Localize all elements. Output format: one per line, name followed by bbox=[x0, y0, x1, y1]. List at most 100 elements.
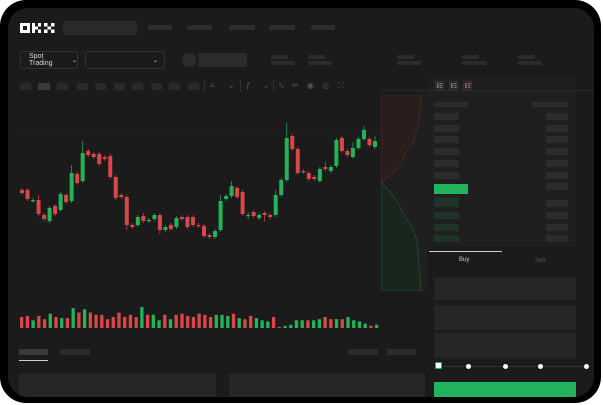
nav-item[interactable] bbox=[229, 25, 255, 30]
volume-bar bbox=[266, 321, 270, 328]
trading-pair-select[interactable]: ⌄ bbox=[85, 51, 165, 69]
stat-label bbox=[518, 55, 535, 59]
volume-bar bbox=[277, 326, 281, 328]
ruler-icon[interactable]: ✏ bbox=[292, 81, 299, 90]
coin-icon bbox=[182, 53, 196, 67]
volume-bar bbox=[77, 312, 81, 328]
order-book-view-toggles bbox=[435, 81, 472, 90]
buy-button[interactable] bbox=[434, 382, 576, 397]
nav-item[interactable] bbox=[187, 25, 212, 30]
candle-type-icon[interactable]: ≡ bbox=[210, 81, 215, 90]
volume-bar bbox=[31, 320, 35, 328]
stat-label bbox=[397, 55, 414, 59]
chevron-down-icon: ⌄ bbox=[152, 57, 158, 64]
tab-order-history[interactable] bbox=[60, 349, 90, 355]
sell-tab[interactable]: Sell bbox=[535, 258, 546, 264]
candlestick-chart[interactable] bbox=[8, 93, 428, 333]
chevron-down-icon[interactable]: ⌄ bbox=[263, 81, 270, 90]
candle-body bbox=[246, 215, 251, 217]
slider-step-25[interactable] bbox=[466, 364, 471, 369]
chevron-down-icon: ⌄ bbox=[71, 57, 77, 64]
candle-body bbox=[157, 215, 162, 230]
interval-button[interactable] bbox=[57, 83, 68, 90]
settings-icon[interactable]: ◎ bbox=[322, 81, 329, 90]
candle-body bbox=[42, 215, 47, 219]
slider-step-75[interactable] bbox=[538, 364, 543, 369]
volume-bar bbox=[117, 312, 121, 328]
order-book-asks-icon[interactable] bbox=[463, 81, 472, 90]
volume-bar bbox=[300, 320, 304, 328]
interval-button[interactable] bbox=[132, 83, 143, 90]
volume-bar bbox=[37, 315, 41, 328]
candle-body bbox=[350, 148, 355, 157]
candle-body bbox=[339, 138, 344, 151]
total-input[interactable] bbox=[434, 333, 576, 358]
interval-button[interactable] bbox=[114, 83, 125, 90]
filter-button[interactable] bbox=[348, 349, 378, 355]
candle-body bbox=[53, 206, 58, 214]
active-tab-underline bbox=[19, 360, 48, 361]
candle-body bbox=[179, 217, 184, 219]
camera-icon[interactable]: ◉ bbox=[307, 81, 314, 90]
divider bbox=[204, 80, 205, 92]
chevron-down-icon[interactable]: ⌄ bbox=[228, 81, 235, 90]
candle-body bbox=[290, 136, 295, 149]
slider-step-100[interactable] bbox=[584, 364, 589, 369]
interval-button[interactable] bbox=[188, 83, 199, 90]
volume-bar bbox=[140, 307, 144, 328]
filter-button[interactable] bbox=[387, 349, 416, 355]
candle-body bbox=[262, 213, 267, 215]
nav-item[interactable] bbox=[269, 25, 295, 30]
fullscreen-icon[interactable]: ⛶ bbox=[338, 81, 344, 90]
candle-body bbox=[224, 196, 229, 199]
volume-bar bbox=[105, 319, 110, 328]
candle-body bbox=[141, 216, 146, 221]
candle-body bbox=[146, 220, 151, 222]
percent-slider-handle[interactable] bbox=[435, 362, 442, 369]
volume-bar bbox=[145, 314, 150, 328]
bid-price bbox=[434, 212, 459, 219]
percent-slider-track[interactable] bbox=[438, 366, 588, 367]
volume-bar bbox=[208, 317, 213, 328]
bid-amount bbox=[546, 200, 568, 207]
assets-panel bbox=[229, 374, 425, 397]
line-tool-icon[interactable]: ∿ bbox=[278, 81, 285, 90]
volume-bar bbox=[334, 319, 339, 328]
interval-button-active[interactable] bbox=[38, 83, 50, 90]
candle-body bbox=[373, 141, 377, 147]
order-book-bids-icon[interactable] bbox=[449, 81, 458, 90]
candle-body bbox=[168, 225, 173, 229]
candle-body bbox=[119, 195, 124, 197]
interval-button[interactable] bbox=[169, 83, 180, 90]
okx-logo[interactable] bbox=[20, 22, 58, 34]
price-input[interactable] bbox=[434, 278, 576, 300]
candle-body bbox=[75, 174, 80, 183]
tab-open-orders[interactable] bbox=[19, 349, 48, 355]
amount-input[interactable] bbox=[434, 305, 576, 330]
interval-button[interactable] bbox=[20, 83, 31, 90]
nav-item[interactable] bbox=[311, 25, 335, 30]
interval-button[interactable] bbox=[77, 83, 88, 90]
candle-body bbox=[58, 194, 63, 210]
search-bar[interactable] bbox=[63, 21, 137, 35]
volume-bar bbox=[243, 319, 247, 328]
nav-item[interactable] bbox=[148, 25, 172, 30]
volume-bar bbox=[25, 315, 30, 328]
ask-amount bbox=[546, 183, 568, 190]
volume-bar bbox=[306, 320, 310, 328]
slider-step-50[interactable] bbox=[503, 364, 508, 369]
bid-price bbox=[434, 200, 459, 207]
buy-tab[interactable]: Buy bbox=[459, 257, 470, 263]
indicator-icon[interactable]: ƒ bbox=[246, 81, 251, 90]
market-type-select[interactable]: Spot Trading ⌄ bbox=[20, 51, 78, 69]
volume-bar bbox=[317, 319, 322, 328]
volume-bar bbox=[323, 317, 327, 328]
volume-bar bbox=[363, 323, 367, 328]
app-window: Spot Trading ⌄ ⌄ ≡ ⌄ ƒ ⌄ ∿ ✏ ◉ ◎ ⛶ bbox=[8, 8, 594, 397]
order-book-both-icon[interactable] bbox=[435, 81, 444, 90]
interval-button[interactable] bbox=[151, 83, 162, 90]
volume-bar bbox=[226, 315, 230, 328]
interval-button[interactable] bbox=[95, 83, 106, 90]
candle-body bbox=[185, 217, 190, 227]
last-price bbox=[199, 53, 247, 67]
